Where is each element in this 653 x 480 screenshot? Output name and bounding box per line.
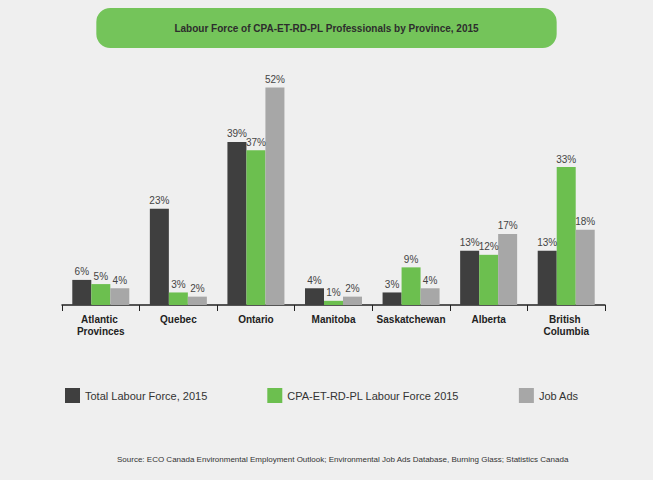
svg-text:13%: 13%: [537, 237, 557, 248]
svg-text:17%: 17%: [498, 220, 518, 231]
svg-text:Manitoba: Manitoba: [312, 314, 356, 325]
svg-text:12%: 12%: [479, 241, 499, 252]
svg-text:52%: 52%: [265, 74, 285, 85]
svg-text:CPA-ET-RD-PL Labour Force 2015: CPA-ET-RD-PL Labour Force 2015: [287, 390, 458, 402]
svg-text:Alberta: Alberta: [471, 314, 506, 325]
svg-text:2%: 2%: [345, 283, 360, 294]
svg-text:39%: 39%: [227, 128, 247, 139]
svg-text:Provinces: Provinces: [77, 326, 125, 337]
svg-text:4%: 4%: [307, 275, 322, 286]
svg-text:1%: 1%: [326, 287, 341, 298]
svg-text:Job Ads: Job Ads: [539, 390, 579, 402]
svg-text:6%: 6%: [75, 266, 90, 277]
svg-text:Source: ECO Canada Environment: Source: ECO Canada Environmental Employm…: [117, 455, 569, 464]
svg-text:4%: 4%: [113, 275, 128, 286]
svg-text:2%: 2%: [190, 283, 205, 294]
svg-text:9%: 9%: [404, 254, 419, 265]
svg-text:23%: 23%: [149, 195, 169, 206]
svg-text:Ontario: Ontario: [238, 314, 274, 325]
svg-text:3%: 3%: [171, 279, 186, 290]
svg-text:3%: 3%: [385, 279, 400, 290]
svg-text:13%: 13%: [460, 237, 480, 248]
svg-text:37%: 37%: [246, 137, 266, 148]
svg-text:British: British: [549, 314, 583, 325]
svg-text:Total Labour Force, 2015: Total Labour Force, 2015: [85, 390, 207, 402]
svg-text:Columbia: Columbia: [543, 326, 589, 337]
svg-text:4%: 4%: [423, 275, 438, 286]
svg-text:18%: 18%: [575, 216, 595, 227]
svg-text:33%: 33%: [556, 154, 576, 165]
svg-text:5%: 5%: [94, 271, 109, 282]
svg-text:Atlantic: Atlantic: [81, 314, 120, 325]
svg-text:Quebec: Quebec: [160, 314, 197, 325]
svg-text:Labour Force of CPA-ET-RD-PL P: Labour Force of CPA-ET-RD-PL Professiona…: [174, 23, 479, 34]
svg-text:Saskatchewan: Saskatchewan: [377, 314, 446, 325]
